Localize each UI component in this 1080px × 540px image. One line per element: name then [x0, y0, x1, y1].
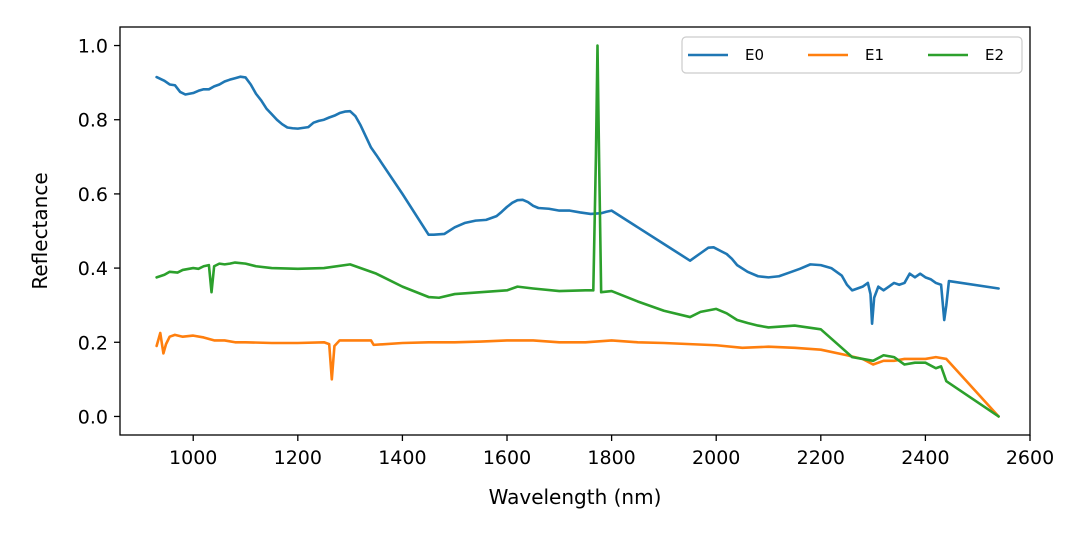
y-tick-label: 0.4 [78, 258, 108, 280]
y-tick-label: 0.0 [78, 406, 108, 428]
x-tick-label: 2400 [901, 447, 949, 469]
plot-frame [119, 26, 1031, 436]
series-line-e0 [155, 75, 1000, 326]
y-axis: 0.0 0.2 0.4 0.6 0.8 1.0 [78, 36, 120, 428]
plot-area [155, 44, 1000, 418]
x-tick-label: 2000 [692, 447, 740, 469]
x-axis-title: Wavelength (nm) [489, 485, 662, 509]
y-tick-label: 0.8 [78, 110, 108, 132]
x-tick-label: 1400 [378, 447, 426, 469]
legend: E0 E1 E2 [681, 36, 1023, 74]
y-tick-label: 0.6 [78, 184, 108, 206]
x-tick-label: 1200 [274, 447, 322, 469]
legend-label-e0: E0 [745, 46, 764, 64]
series-line-e1 [155, 331, 1000, 418]
axes-frame [119, 26, 1031, 436]
legend-label-e2: E2 [985, 46, 1004, 64]
x-tick-label: 2200 [797, 447, 845, 469]
y-tick-label: 1.0 [78, 36, 108, 58]
x-tick-label: 2600 [1006, 447, 1054, 469]
y-tick-label: 0.2 [78, 332, 108, 354]
legend-label-e1: E1 [865, 46, 884, 64]
x-tick-label: 1000 [169, 447, 217, 469]
legend-box [681, 36, 1023, 74]
x-tick-label: 1600 [483, 447, 531, 469]
x-tick-label: 1800 [587, 447, 635, 469]
series-line-e2 [155, 44, 1000, 418]
y-axis-title: Reflectance [28, 172, 52, 289]
x-axis: 1000 1200 1400 1600 1800 2000 2200 2400 2600 [169, 435, 1054, 469]
